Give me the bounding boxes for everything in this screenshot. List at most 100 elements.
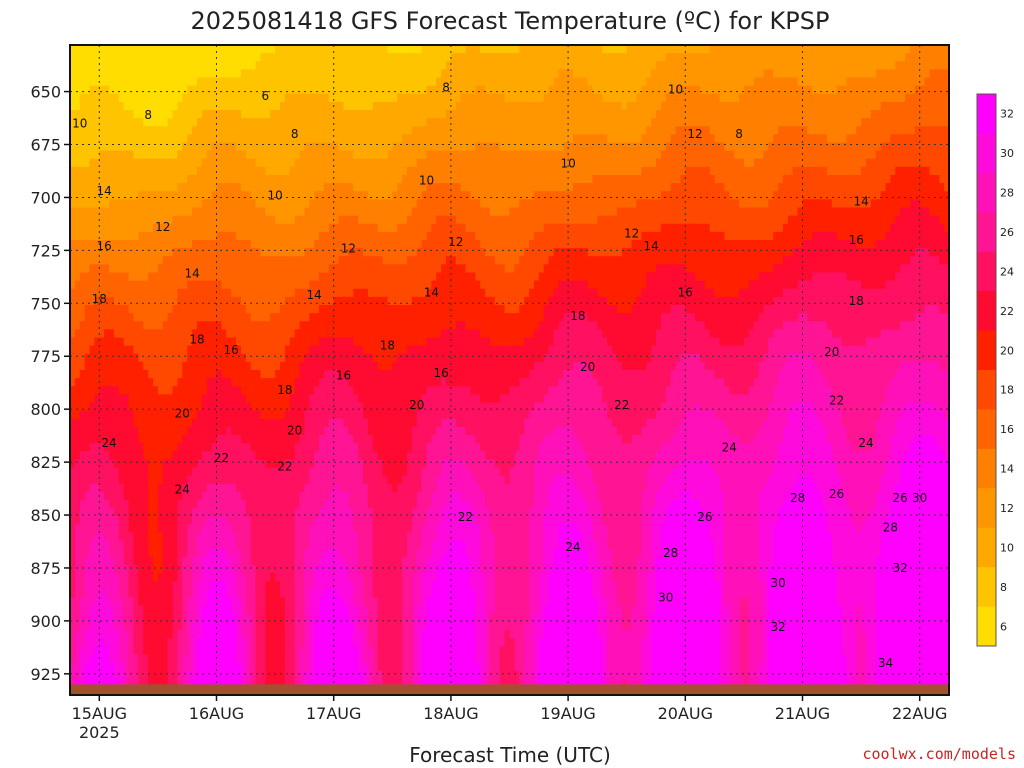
field-cell	[406, 142, 413, 152]
field-cell	[856, 223, 862, 233]
field-cell	[216, 126, 222, 135]
field-cell	[753, 191, 760, 200]
field-cell	[426, 134, 432, 144]
field-cell	[709, 240, 716, 249]
field-cell	[646, 183, 652, 192]
field-cell	[187, 93, 193, 103]
field-cell	[236, 134, 242, 144]
field-cell	[890, 248, 896, 257]
field-cell	[143, 110, 149, 119]
field-cell	[104, 101, 110, 111]
field-cell	[397, 85, 403, 95]
field-cell	[289, 101, 296, 111]
field-cell	[616, 191, 623, 200]
field-cell	[99, 85, 105, 95]
field-cell	[514, 199, 520, 209]
field-cell	[944, 69, 949, 79]
field-cell	[206, 256, 213, 265]
field-cell	[582, 207, 589, 217]
field-cell	[436, 53, 442, 62]
field-cell	[865, 134, 872, 144]
field-cell	[104, 118, 110, 127]
field-cell	[704, 264, 711, 274]
field-cell	[543, 223, 550, 233]
field-cell	[338, 256, 345, 265]
field-cell	[675, 183, 682, 192]
field-cell	[411, 61, 418, 70]
field-cell	[685, 69, 691, 79]
field-cell	[192, 150, 198, 160]
field-cell	[348, 101, 354, 111]
field-cell	[597, 175, 603, 184]
field-cell	[831, 256, 838, 265]
field-cell	[890, 223, 896, 233]
field-cell	[865, 199, 872, 209]
field-cell	[895, 134, 901, 144]
field-cell	[597, 142, 603, 152]
field-cell	[797, 101, 804, 111]
field-cell	[753, 256, 760, 265]
field-cell	[880, 69, 887, 79]
field-cell	[260, 110, 266, 119]
field-cell	[792, 61, 799, 70]
field-cell	[167, 85, 174, 95]
field-cell	[206, 231, 213, 241]
field-cell	[665, 45, 672, 54]
field-cell	[343, 175, 349, 184]
field-cell	[651, 256, 657, 265]
field-cell	[167, 150, 174, 160]
field-cell	[582, 93, 589, 103]
field-cell	[651, 101, 657, 111]
field-cell	[704, 223, 711, 233]
field-cell	[778, 256, 784, 265]
field-cell	[338, 61, 345, 70]
field-cell	[807, 223, 813, 233]
field-cell	[94, 85, 100, 95]
field-cell	[934, 142, 940, 152]
field-cell	[890, 61, 896, 70]
field-cell	[675, 110, 682, 119]
field-cell	[284, 166, 291, 176]
field-cell	[89, 215, 96, 225]
field-cell	[304, 61, 310, 70]
field-cell	[919, 158, 926, 168]
field-cell	[265, 142, 271, 152]
field-cell	[377, 85, 384, 95]
field-cell	[826, 53, 833, 62]
field-cell	[416, 207, 423, 217]
field-cell	[900, 199, 906, 209]
field-cell	[465, 93, 472, 103]
field-cell	[221, 45, 227, 54]
field-cell	[685, 223, 691, 233]
field-cell	[118, 240, 125, 249]
field-cell	[812, 223, 818, 233]
field-cell	[939, 118, 945, 127]
field-cell	[89, 191, 96, 200]
field-cell	[568, 199, 574, 209]
field-cell	[680, 61, 686, 70]
field-cell	[402, 223, 408, 233]
field-cell	[836, 77, 843, 87]
field-cell	[782, 231, 789, 241]
field-cell	[905, 240, 911, 249]
field-cell	[392, 240, 398, 249]
field-cell	[729, 118, 735, 127]
field-cell	[914, 158, 921, 168]
field-cell	[333, 93, 340, 103]
field-cell	[900, 191, 906, 200]
field-cell	[392, 61, 398, 70]
field-cell	[870, 223, 877, 233]
field-cell	[875, 223, 882, 233]
field-cell	[328, 183, 335, 192]
field-cell	[924, 231, 931, 241]
field-cell	[548, 240, 555, 249]
field-cell	[568, 223, 574, 233]
field-cell	[392, 207, 398, 217]
field-cell	[577, 45, 584, 54]
field-cell	[641, 240, 647, 249]
field-cell	[709, 93, 716, 103]
field-cell	[348, 158, 354, 168]
field-cell	[138, 240, 144, 249]
field-cell	[421, 223, 428, 233]
field-cell	[890, 118, 896, 127]
